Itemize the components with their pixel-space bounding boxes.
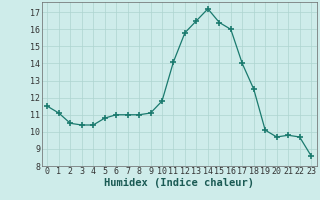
X-axis label: Humidex (Indice chaleur): Humidex (Indice chaleur) [104,178,254,188]
